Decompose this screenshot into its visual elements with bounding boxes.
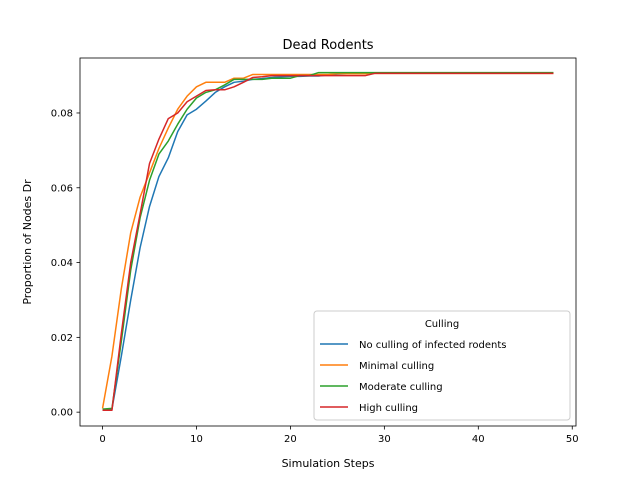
chart-title: Dead Rodents xyxy=(282,38,373,53)
x-tick-label: 20 xyxy=(284,434,297,445)
y-tick-label: 0.00 xyxy=(51,408,73,419)
x-tick-label: 0 xyxy=(99,434,105,445)
legend-title: Culling xyxy=(425,319,459,330)
legend-entry-label-3: High culling xyxy=(359,403,418,414)
y-tick-label: 0.02 xyxy=(51,333,73,344)
plot-lines xyxy=(101,71,554,412)
y-tick-label: 0.08 xyxy=(51,108,73,119)
legend-entry-label-1: Minimal culling xyxy=(359,361,434,372)
legend-box xyxy=(313,310,571,421)
legend-entry-label-0: No culling of infected rodents xyxy=(359,340,507,351)
x-axis-ticks: 0 10 20 30 40 50 xyxy=(99,426,579,445)
x-axis-label: Simulation Steps xyxy=(282,457,375,470)
legend: Culling No culling of infected rodents Mi… xyxy=(313,310,571,421)
y-axis-label: Proportion of Nodes Dr xyxy=(21,179,34,305)
plot-frame xyxy=(79,57,577,427)
series-line-3 xyxy=(102,72,554,412)
legend-entry-label-2: Moderate culling xyxy=(359,382,443,393)
y-tick-label: 0.06 xyxy=(51,183,73,194)
y-axis-ticks: 0.00 0.02 0.04 0.06 0.08 xyxy=(51,108,80,419)
x-tick-label: 40 xyxy=(472,434,485,445)
y-tick-label: 0.04 xyxy=(51,258,73,269)
x-tick-label: 30 xyxy=(378,434,391,445)
legend-entries: No culling of infected rodents Minimal cu… xyxy=(320,340,507,414)
x-tick-label: 50 xyxy=(566,434,579,445)
x-tick-label: 10 xyxy=(190,434,203,445)
